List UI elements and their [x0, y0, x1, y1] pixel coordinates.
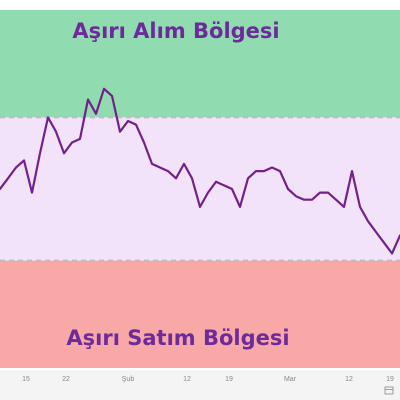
x-tick-label: 19 — [386, 376, 394, 383]
x-tick-label: Şub — [122, 376, 135, 383]
x-axis-ticks: 15 22 Şub 12 19 Mar 12 19 — [22, 376, 394, 383]
rsi-series-line — [0, 87, 400, 255]
calendar-icon[interactable] — [384, 386, 394, 395]
x-tick-label: 12 — [183, 376, 191, 383]
x-tick-label: 12 — [345, 376, 353, 383]
neutral-zone — [0, 117, 400, 261]
x-axis-bar — [0, 370, 400, 400]
x-tick-label: 15 — [22, 376, 30, 383]
overbought-zone-label: Aşırı Alım Bölgesi — [72, 19, 279, 43]
x-tick-label: 19 — [225, 376, 233, 383]
x-tick-label: Mar — [284, 376, 297, 383]
x-tick-label: 22 — [62, 376, 70, 383]
oversold-zone — [0, 260, 400, 368]
overbought-zone — [0, 10, 400, 118]
oversold-zone-label: Aşırı Satım Bölgesi — [66, 326, 289, 350]
